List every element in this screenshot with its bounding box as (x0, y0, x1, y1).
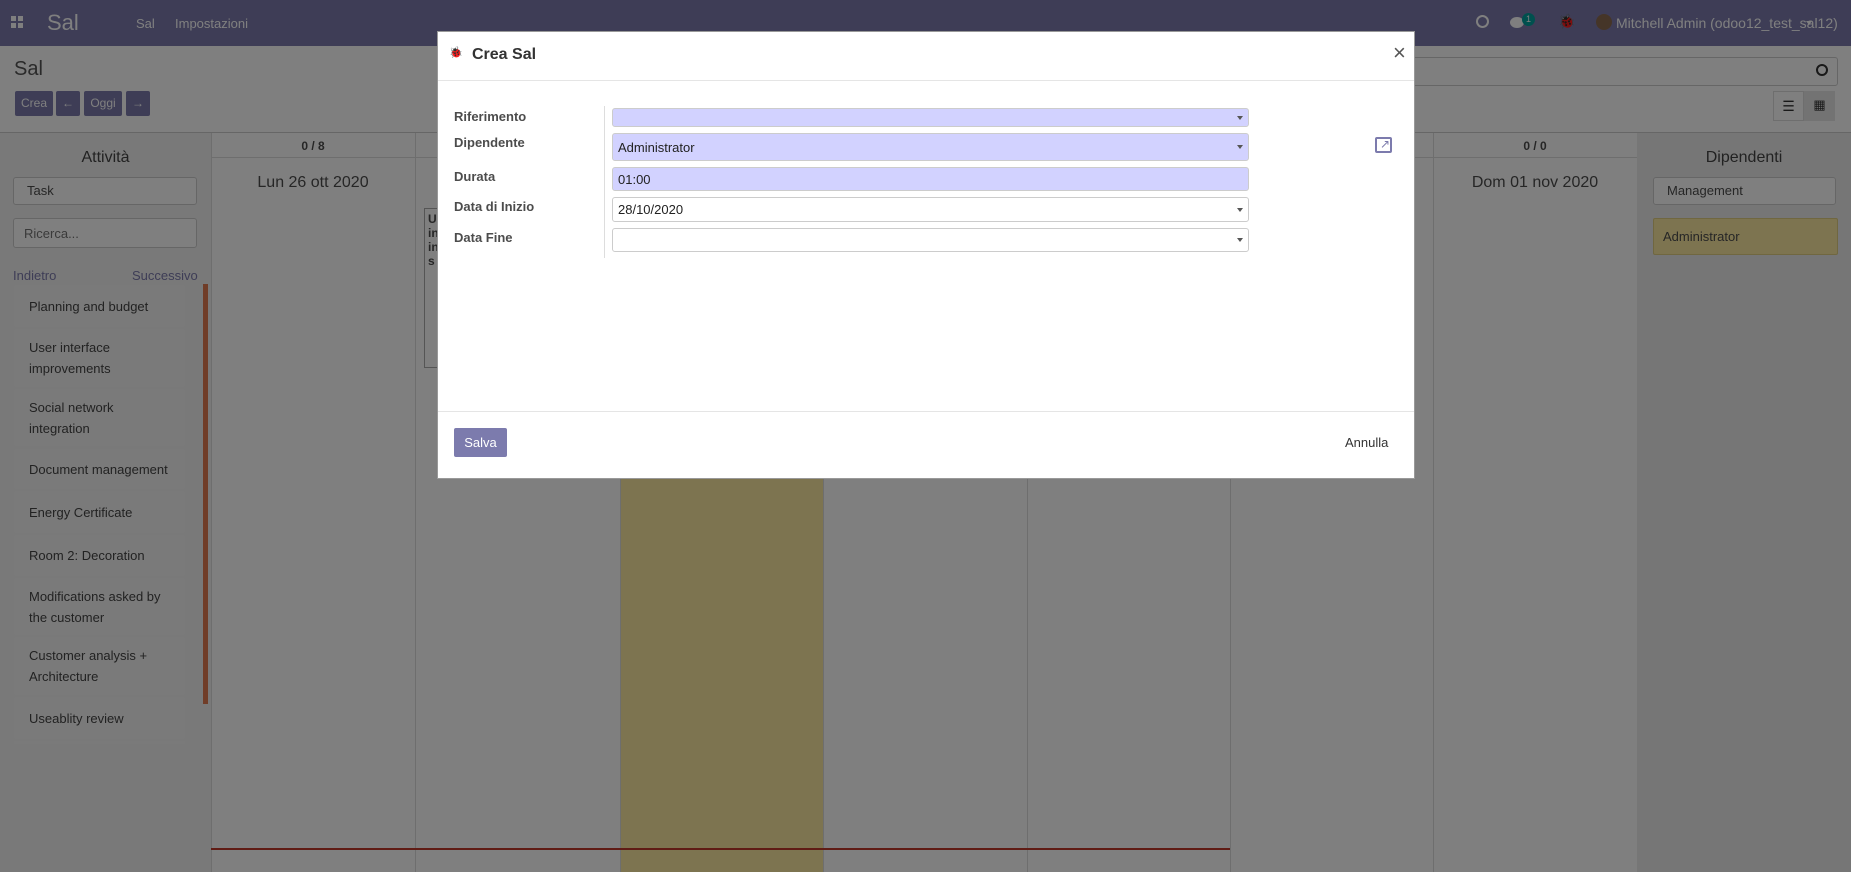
field-label-riferimento: Riferimento (454, 109, 527, 124)
data-inizio-input[interactable]: 28/10/2020 (612, 197, 1249, 222)
field-label-durata: Durata (454, 169, 496, 184)
external-link-icon[interactable]: ↗ (1375, 137, 1392, 153)
durata-input[interactable]: 01:00 (612, 167, 1249, 191)
save-button[interactable]: Salva (454, 428, 507, 457)
header-divider (438, 80, 1414, 81)
caret-down-icon (1237, 115, 1243, 120)
create-dialog: 🐞 Crea Sal × Riferimento Dipendente Dura… (437, 31, 1415, 479)
caret-down-icon (1237, 207, 1243, 212)
field-label-dipendente: Dipendente (454, 135, 525, 150)
data-fine-input[interactable] (612, 228, 1249, 252)
riferimento-select[interactable] (612, 108, 1249, 127)
cancel-button[interactable]: Annulla (1345, 435, 1389, 450)
field-label-data-fine: Data Fine (454, 230, 513, 245)
caret-down-icon (1237, 238, 1243, 242)
bug-icon: 🐞 (449, 47, 463, 59)
dialog-title: Crea Sal (472, 46, 537, 63)
field-label-data-inizio: Data di Inizio (454, 199, 535, 214)
footer-divider (438, 411, 1414, 412)
label-divider (604, 106, 605, 258)
caret-down-icon (1237, 145, 1243, 149)
close-button[interactable]: × (1393, 40, 1406, 65)
dipendente-field[interactable]: Administrator (612, 133, 1249, 161)
